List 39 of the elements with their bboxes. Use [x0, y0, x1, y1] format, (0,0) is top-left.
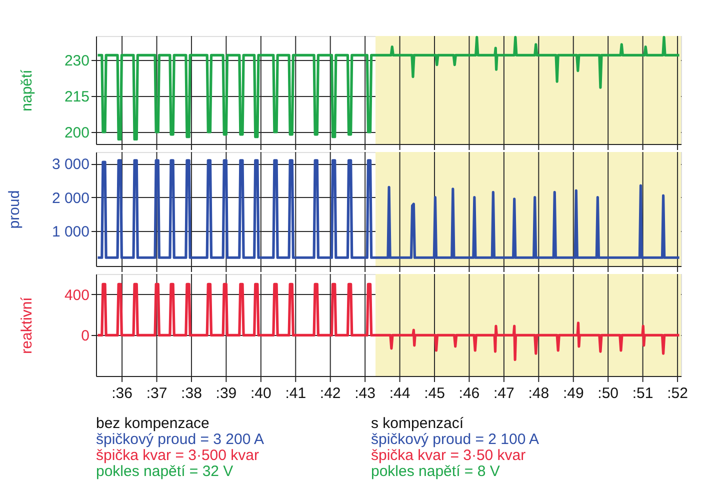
x-tick-label: :41 — [285, 385, 306, 402]
text: špička kvar = 3·50 kvar — [371, 447, 526, 464]
x-tick-label: :40 — [250, 385, 272, 402]
line-series — [96, 36, 681, 140]
x-tick-label: :37 — [146, 385, 168, 402]
x-tick-label: :38 — [181, 385, 202, 402]
y-tick-label: 230 — [64, 52, 90, 70]
text: špičkový proud = 3 200 A — [96, 431, 264, 448]
y-axis-title: napětí — [18, 68, 36, 112]
x-tick-label: :47 — [494, 385, 514, 402]
text: pokles napětí = 8 V — [371, 463, 500, 480]
line-series — [96, 159, 681, 259]
y-axis-title: proud — [6, 190, 23, 229]
y-tick-label: 3 000 — [52, 156, 90, 174]
y-tick-label: 1 000 — [52, 223, 90, 240]
text: s kompenzací — [371, 415, 464, 432]
x-tick-label: :43 — [354, 385, 376, 402]
x-tick-label: :46 — [458, 385, 480, 402]
y-tick-label: 0 — [81, 328, 90, 345]
text: pokles napětí = 32 V — [96, 463, 234, 480]
text: bez kompenzace — [96, 415, 210, 432]
y-axis-title: reaktivní — [18, 296, 36, 354]
x-tick-label: :49 — [562, 385, 584, 402]
x-tick-label: :52 — [667, 385, 688, 402]
x-tick-label: :50 — [598, 385, 619, 402]
y-tick-label: 2 000 — [52, 190, 90, 207]
line-series — [96, 282, 681, 361]
x-tick-label: :45 — [424, 385, 445, 402]
y-tick-label: 400 — [64, 286, 90, 304]
x-tick-label: :51 — [632, 385, 654, 402]
text: špičkový proud = 2 100 A — [371, 431, 540, 448]
x-tick-label: :39 — [216, 385, 237, 402]
y-tick-label: 200 — [64, 124, 90, 142]
x-tick-label: :42 — [320, 385, 341, 402]
x-tick-label: :44 — [389, 385, 410, 402]
text: špička kvar = 3·500 kvar — [96, 447, 259, 464]
x-tick-label: :36 — [112, 385, 132, 402]
y-tick-label: 215 — [64, 88, 90, 106]
x-tick-label: :48 — [528, 385, 550, 402]
